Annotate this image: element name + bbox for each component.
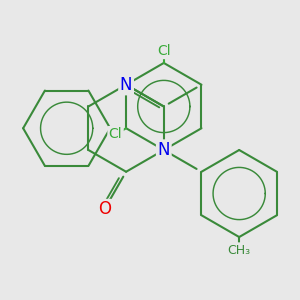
Text: Cl: Cl <box>109 127 122 141</box>
Text: N: N <box>158 141 170 159</box>
Text: O: O <box>98 200 111 218</box>
Text: Cl: Cl <box>157 44 171 58</box>
Text: N: N <box>120 76 132 94</box>
Text: CH₃: CH₃ <box>228 244 251 256</box>
